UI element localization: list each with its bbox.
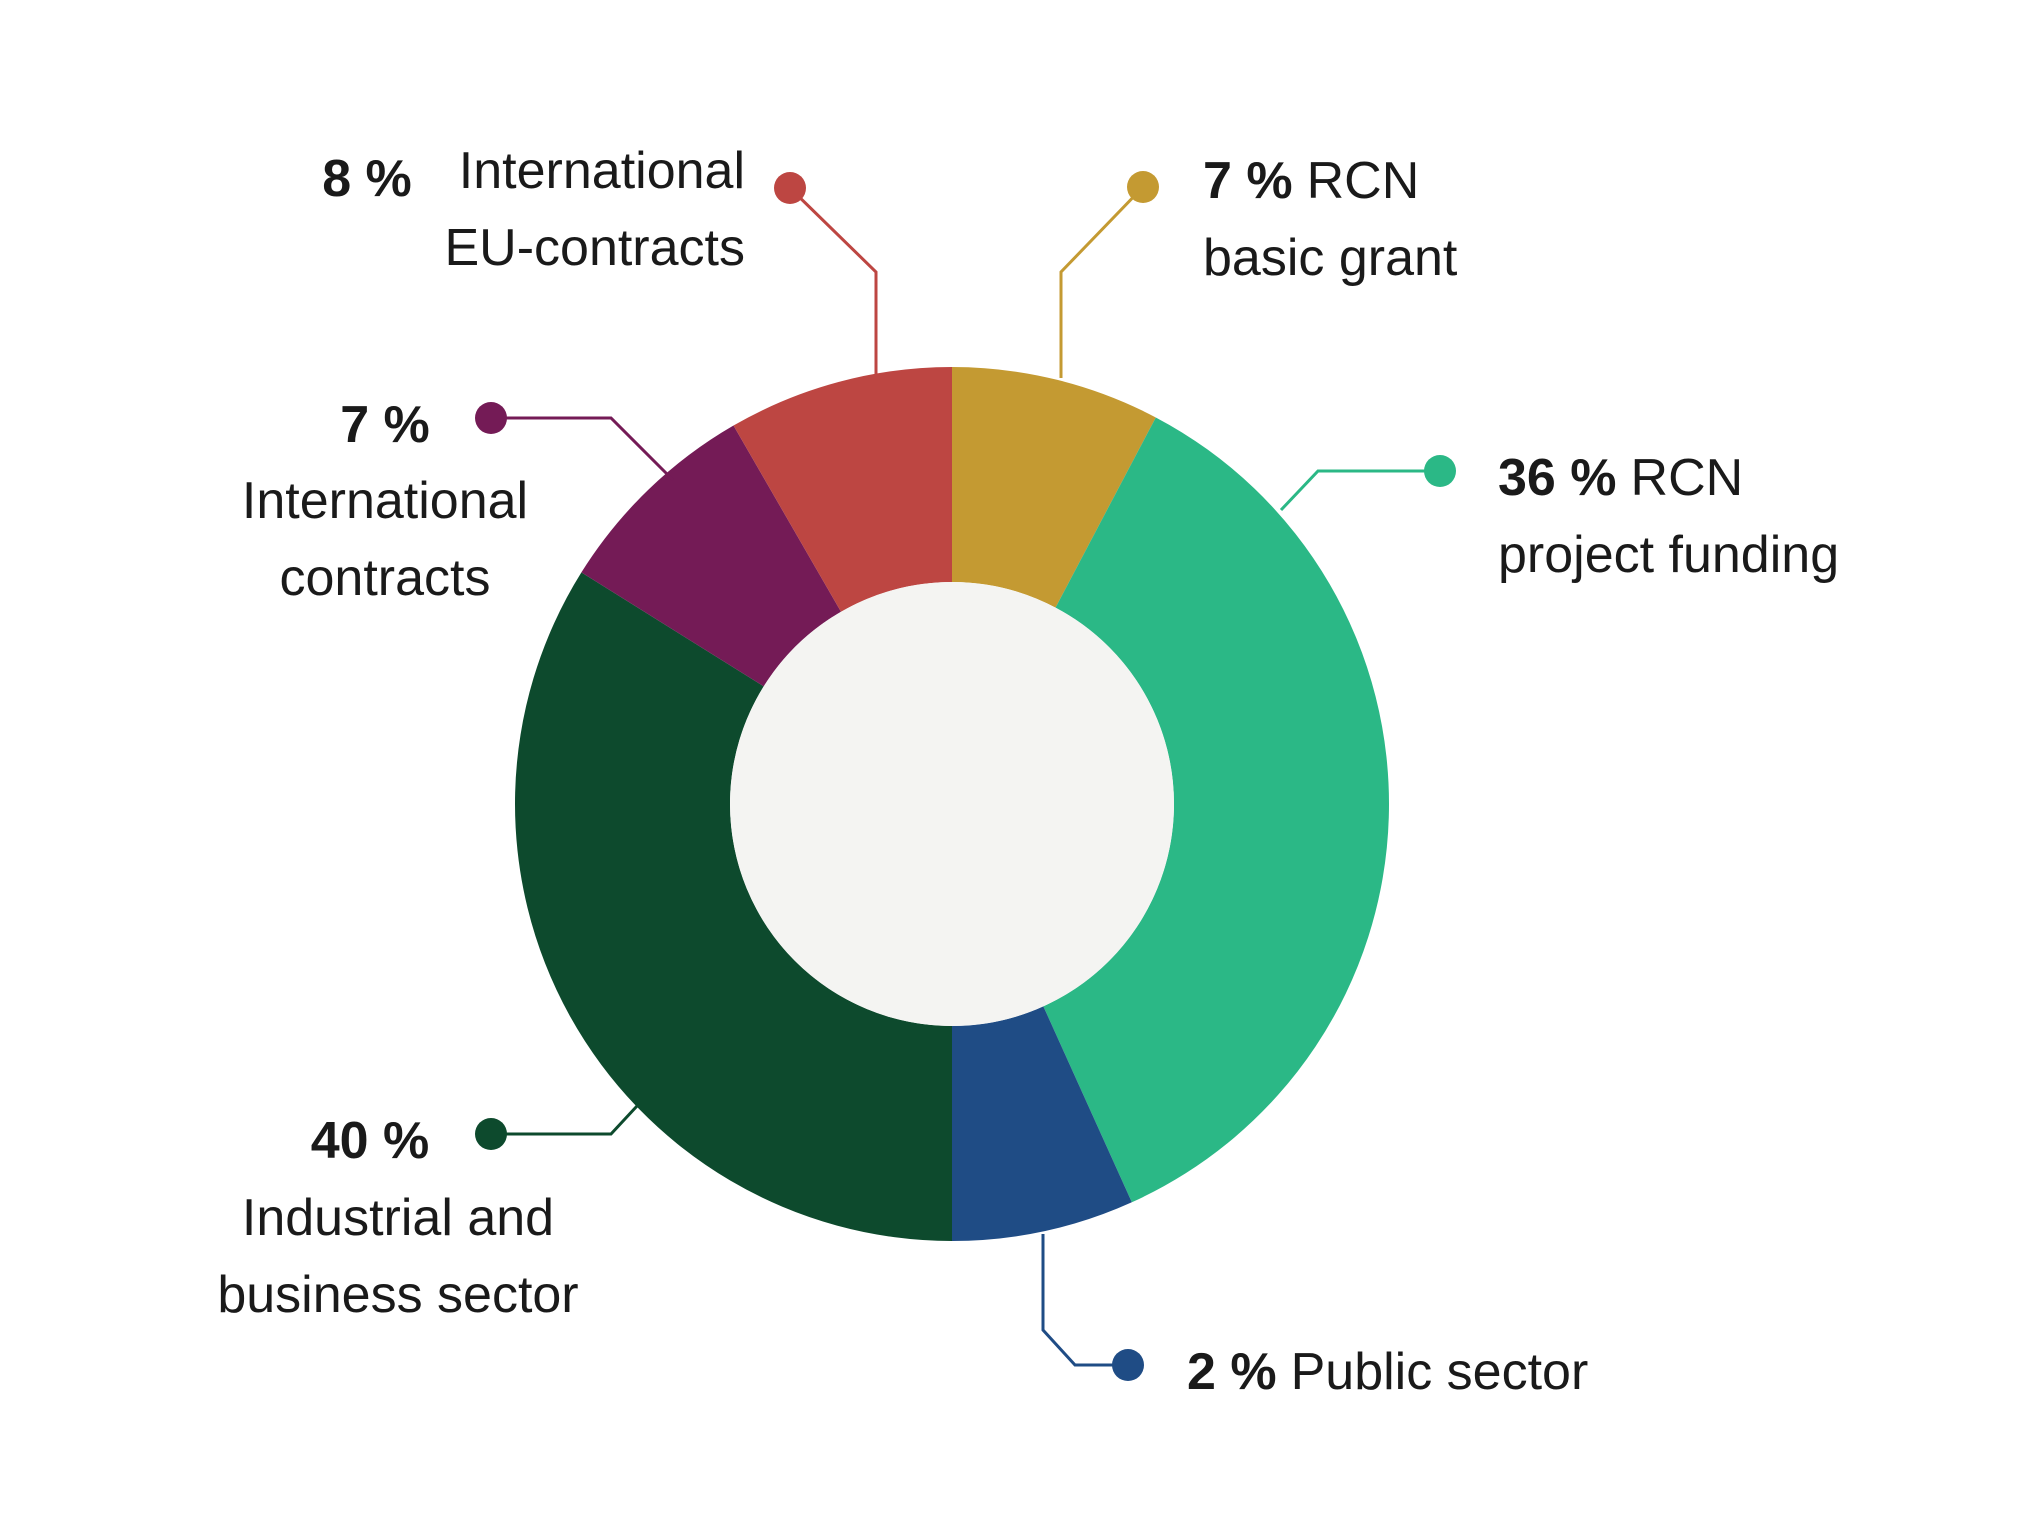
category-label: EU-contracts xyxy=(444,219,745,277)
category-label: basic grant xyxy=(1203,229,1458,287)
marker-dot-industrial xyxy=(475,1118,507,1150)
callout-rcn_basic: 7 % RCN basic grant xyxy=(1059,152,1458,378)
donut-hole xyxy=(730,582,1174,1026)
leader-line-rcn_project xyxy=(1279,469,1440,512)
callout-eu: 8 % International EU-contracts xyxy=(322,142,878,378)
percent-label: 7 % xyxy=(340,396,430,454)
data-label-rcn_basic: 7 % RCN xyxy=(1203,152,1419,210)
marker-dot-rcn_project xyxy=(1424,455,1456,487)
leader-line-public xyxy=(1041,1234,1128,1367)
slice-public xyxy=(952,1006,1132,1241)
category-label: Industrial and xyxy=(242,1189,554,1247)
category-label: Public sector xyxy=(1291,1343,1589,1401)
category-label: International xyxy=(459,142,745,200)
callout-public: 2 % Public sector xyxy=(1041,1234,1588,1401)
category-label: RCN xyxy=(1631,449,1744,507)
percent-label: 7 % xyxy=(1203,152,1293,210)
slice-eu xyxy=(733,367,952,612)
slice-international xyxy=(581,425,841,687)
callout-rcn_project: 36 % RCN project funding xyxy=(1279,449,1839,584)
leader-line-eu xyxy=(788,186,878,378)
slice-rcn_project xyxy=(1043,417,1389,1203)
category-label: RCN xyxy=(1307,152,1420,210)
slice-industrial xyxy=(515,572,952,1241)
category-label: International xyxy=(242,472,528,530)
leader-line-international xyxy=(491,416,675,482)
percent-label: 8 % xyxy=(322,150,412,208)
data-label-rcn_project: 36 % RCN xyxy=(1498,449,1743,507)
callout-international: 7 % International contracts xyxy=(242,396,675,607)
marker-dot-international xyxy=(475,402,507,434)
percent-label: 36 % xyxy=(1498,449,1617,507)
category-label: business sector xyxy=(217,1266,578,1324)
slice-rcn_basic xyxy=(952,367,1156,608)
marker-dot-public xyxy=(1112,1349,1144,1381)
data-label-public: 2 % Public sector xyxy=(1187,1343,1588,1401)
leader-line-industrial xyxy=(491,1104,639,1136)
marker-dot-rcn_basic xyxy=(1127,171,1159,203)
callout-industrial: 40 % Industrial and business sector xyxy=(217,1104,639,1324)
marker-dot-eu xyxy=(774,172,806,204)
percent-label: 2 % xyxy=(1187,1343,1277,1401)
category-label: contracts xyxy=(280,549,491,607)
percent-label: 40 % xyxy=(311,1112,430,1170)
leader-line-rcn_basic xyxy=(1059,185,1145,378)
category-label: project funding xyxy=(1498,526,1839,584)
